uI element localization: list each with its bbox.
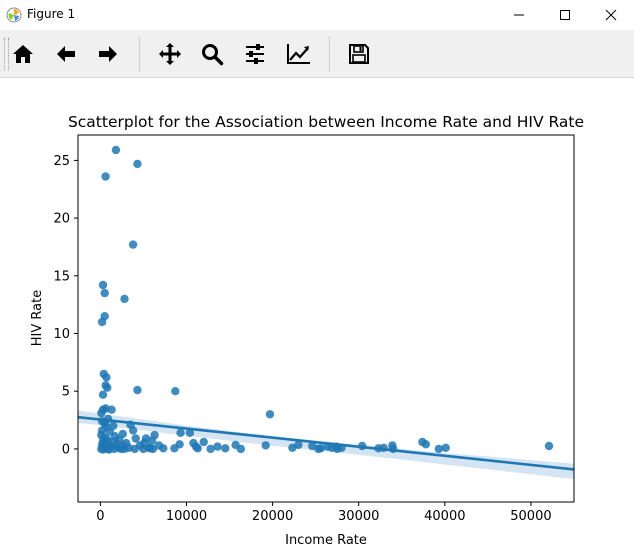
data-point — [171, 387, 180, 396]
data-point — [130, 444, 139, 454]
data-point — [159, 444, 168, 453]
close-icon — [605, 9, 617, 21]
toolbar-separator — [139, 36, 140, 72]
x-tick-label: 50000 — [510, 509, 551, 524]
data-point — [128, 426, 138, 435]
chart-title: Scatterplot for the Association between … — [68, 113, 584, 131]
toolbar-grip[interactable] — [4, 38, 9, 70]
data-point — [128, 240, 138, 249]
data-point — [102, 373, 111, 382]
x-axis-label: Income Rate — [285, 533, 367, 548]
floppy-disk-icon — [349, 44, 369, 64]
magnifier-icon — [202, 44, 224, 66]
x-tick-label: 10000 — [166, 509, 207, 524]
x-tick-label: 40000 — [424, 509, 465, 524]
toolbar-separator — [329, 36, 330, 72]
data-point — [544, 441, 554, 451]
x-tick-label: 20000 — [252, 509, 293, 524]
window-titlebar: Figure 1 — [0, 0, 634, 30]
line-chart-icon — [287, 44, 310, 64]
data-point — [100, 288, 109, 298]
figure-canvas[interactable]: Scatterplot for the Association between … — [0, 78, 634, 557]
y-tick-label: 10 — [53, 327, 70, 342]
minimize-icon — [514, 14, 524, 16]
data-point — [120, 444, 129, 454]
y-tick-label: 5 — [62, 385, 70, 400]
data-point — [213, 442, 222, 451]
x-tick-label: 0 — [96, 509, 104, 524]
data-point — [261, 441, 270, 450]
data-point — [133, 159, 142, 169]
data-point — [185, 428, 195, 437]
x-tick-label: 30000 — [338, 509, 379, 524]
data-point — [120, 294, 129, 304]
data-point — [146, 444, 155, 453]
data-point — [147, 436, 157, 445]
maximize-icon — [560, 10, 570, 20]
data-point — [170, 444, 179, 453]
right-arrow-icon — [99, 46, 117, 62]
data-point — [97, 317, 107, 327]
close-button[interactable] — [588, 0, 634, 30]
y-axis-label: HIV Rate — [30, 290, 45, 346]
data-point — [107, 405, 116, 414]
data-point — [131, 434, 140, 443]
data-point — [98, 280, 108, 290]
data-point — [104, 445, 114, 454]
data-point — [193, 444, 202, 453]
maximize-button[interactable] — [542, 0, 588, 30]
pan-button[interactable] — [154, 38, 186, 70]
home-icon — [13, 45, 33, 63]
y-tick-label: 0 — [62, 442, 70, 457]
back-button[interactable] — [50, 38, 82, 70]
move-icon — [159, 43, 181, 65]
save-button[interactable] — [343, 38, 375, 70]
home-button[interactable] — [7, 38, 39, 70]
data-point — [333, 444, 342, 454]
y-tick-label: 20 — [53, 212, 70, 227]
data-point — [176, 428, 185, 437]
data-point — [103, 383, 112, 392]
minimize-button[interactable] — [496, 0, 542, 30]
y-tick-label: 25 — [53, 154, 70, 169]
data-point — [206, 444, 215, 454]
data-point — [111, 145, 121, 155]
configure-subplots-button[interactable] — [239, 38, 271, 70]
axes-frame — [77, 134, 575, 503]
data-point — [421, 440, 431, 449]
edit-axis-button[interactable] — [282, 38, 314, 70]
data-point — [199, 437, 208, 447]
data-point — [98, 390, 108, 399]
zoom-button[interactable] — [196, 38, 228, 70]
data-point — [98, 445, 108, 454]
data-point — [133, 385, 142, 395]
left-arrow-icon — [57, 46, 75, 62]
window-title: Figure 1 — [27, 7, 76, 21]
data-point — [97, 408, 106, 418]
data-point — [441, 443, 450, 452]
data-point — [314, 444, 323, 454]
scatter-plot: Scatterplot for the Association between … — [30, 113, 584, 548]
data-point — [139, 444, 148, 454]
data-point — [265, 410, 275, 419]
sliders-icon — [246, 44, 264, 64]
regression-line — [77, 415, 575, 471]
forward-button[interactable] — [92, 38, 124, 70]
matplotlib-app-icon — [6, 7, 22, 23]
data-point — [101, 172, 110, 181]
data-point — [236, 444, 245, 454]
y-tick-label: 15 — [53, 269, 70, 284]
data-point — [288, 443, 297, 452]
navigation-toolbar — [0, 30, 634, 78]
data-point — [221, 444, 230, 453]
data-point — [434, 444, 443, 454]
